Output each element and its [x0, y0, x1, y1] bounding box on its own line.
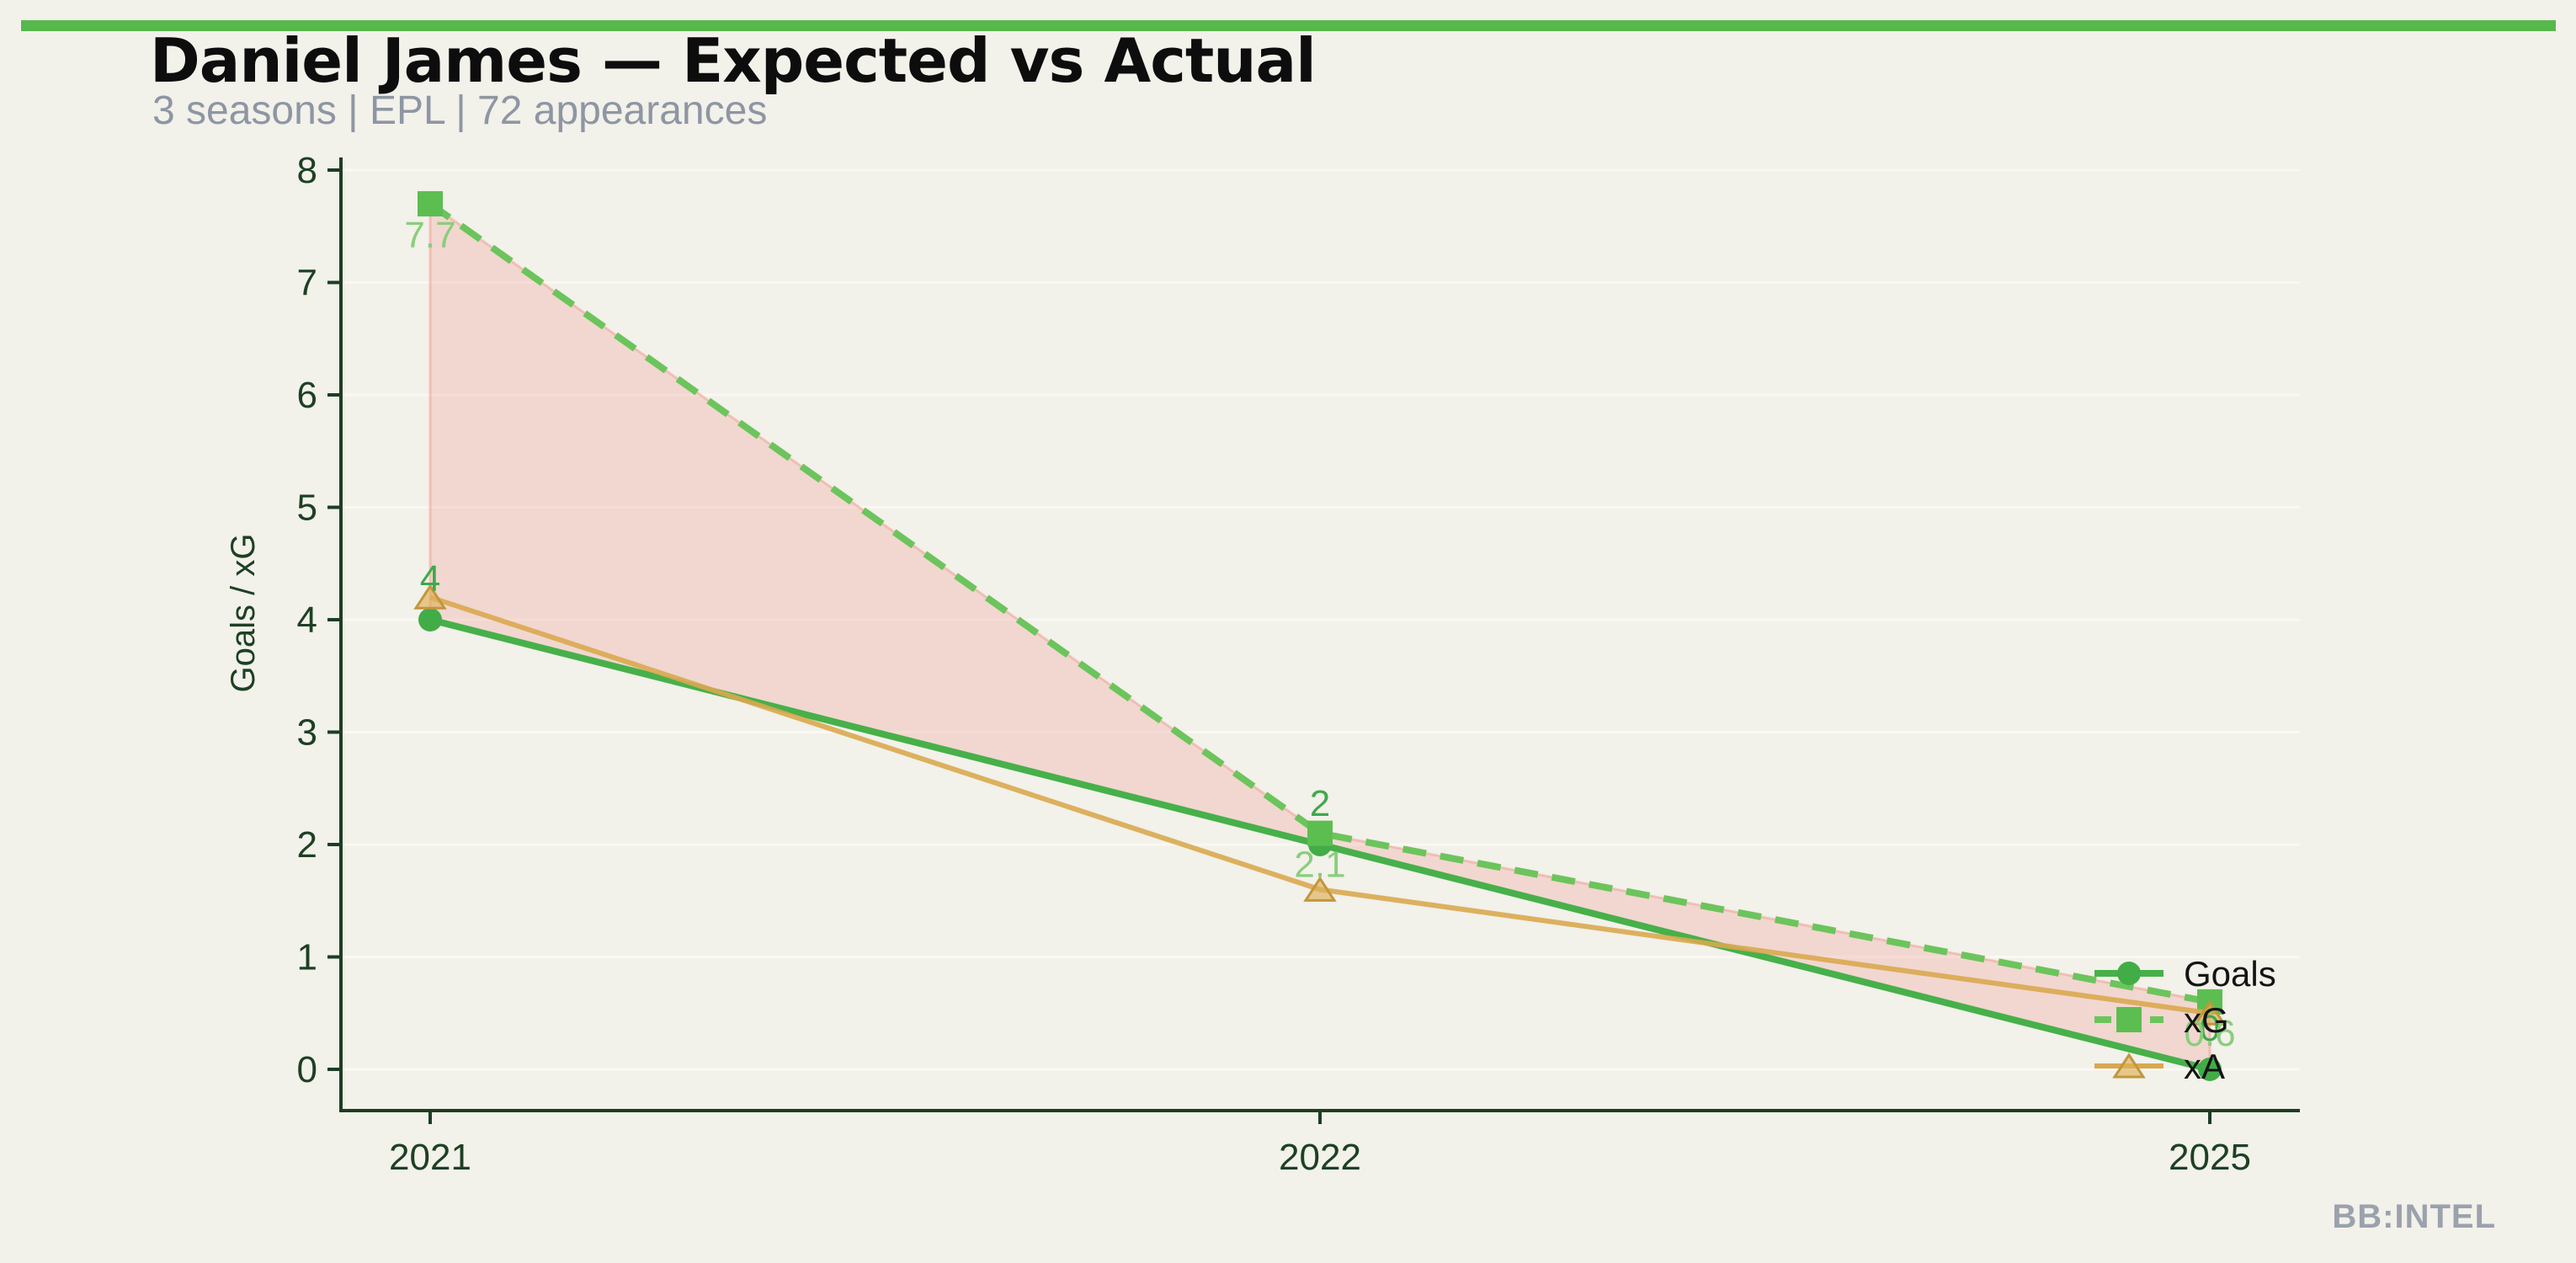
legend-label-xg: xG — [2184, 1000, 2229, 1040]
y-tick-label: 5 — [297, 488, 317, 529]
marker-xa — [2193, 999, 2227, 1026]
y-axis-title: Goals / xG — [225, 534, 262, 693]
point-label-xg: 0.6 — [2184, 1013, 2235, 1054]
marker-xa — [2112, 1052, 2146, 1079]
y-tick-label: 4 — [297, 600, 317, 641]
accent-bar — [21, 20, 2556, 31]
xg-goals-gap-fill — [428, 201, 2211, 1071]
y-tick-label: 0 — [297, 1049, 317, 1090]
x-tick-label: 2022 — [1279, 1137, 1361, 1178]
point-label-xg: 2.1 — [1294, 845, 1345, 886]
marker-xa — [1303, 876, 1337, 902]
y-tick-label: 3 — [297, 712, 317, 754]
marker-xa — [413, 584, 447, 610]
point-label-goals: 0 — [2200, 1008, 2220, 1049]
x-tick-label: 2021 — [389, 1137, 471, 1178]
page-title: Daniel James — Expected vs Actual — [150, 25, 1317, 96]
watermark: BB:INTEL — [2332, 1198, 2496, 1235]
marker-goals — [2117, 962, 2141, 985]
y-tick-label: 8 — [297, 150, 317, 191]
page-subtitle: 3 seasons | EPL | 72 appearances — [152, 88, 768, 133]
y-tick-label: 7 — [297, 263, 317, 304]
point-label-goals: 4 — [420, 558, 440, 600]
marker-xg — [2116, 1007, 2142, 1032]
point-label-xg: 7.7 — [404, 215, 455, 256]
legend-label-goals: Goals — [2184, 954, 2276, 994]
marker-xg — [1307, 820, 1333, 846]
y-tick-label: 1 — [297, 937, 317, 978]
marker-goals — [418, 608, 442, 632]
point-label-goals: 2 — [1310, 783, 1330, 824]
marker-goals — [2198, 1058, 2222, 1081]
x-tick-label: 2025 — [2169, 1137, 2251, 1178]
marker-xg — [418, 191, 443, 217]
y-tick-label: 2 — [297, 824, 317, 866]
legend-label-xa: xA — [2184, 1047, 2225, 1086]
series-line-xg — [428, 200, 2211, 1005]
y-tick-label: 6 — [297, 375, 317, 416]
